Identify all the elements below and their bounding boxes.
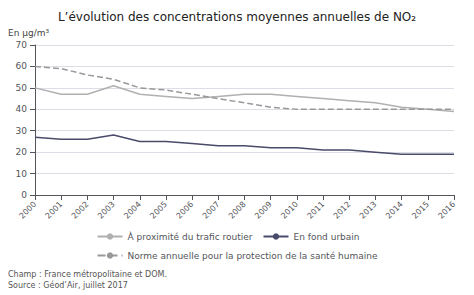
svg-text:En fond urbain: En fond urbain — [293, 232, 359, 242]
svg-text:2000: 2000 — [17, 200, 38, 221]
svg-text:Source : Géod’Air, juillet 201: Source : Géod’Air, juillet 2017 — [8, 280, 128, 290]
svg-text:En µg/m³: En µg/m³ — [8, 28, 49, 38]
svg-text:2012: 2012 — [332, 200, 353, 221]
svg-text:60: 60 — [16, 61, 28, 71]
svg-text:30: 30 — [16, 126, 28, 136]
svg-text:2009: 2009 — [253, 200, 274, 221]
svg-text:2001: 2001 — [44, 200, 65, 221]
svg-text:À proximité du trafic routier: À proximité du trafic routier — [128, 231, 253, 242]
svg-text:2003: 2003 — [96, 200, 117, 221]
svg-text:50: 50 — [16, 83, 28, 93]
svg-text:0: 0 — [21, 190, 27, 200]
svg-text:40: 40 — [16, 104, 28, 114]
svg-text:2008: 2008 — [227, 200, 248, 221]
svg-text:2006: 2006 — [175, 200, 196, 221]
svg-text:2007: 2007 — [201, 200, 222, 221]
svg-text:Norme annuelle pour la protect: Norme annuelle pour la protection de la … — [128, 251, 378, 261]
svg-text:2013: 2013 — [358, 200, 379, 221]
svg-text:2014: 2014 — [384, 200, 405, 221]
svg-text:2011: 2011 — [306, 200, 327, 221]
svg-text:70: 70 — [16, 40, 28, 50]
svg-text:2005: 2005 — [148, 200, 169, 221]
svg-text:2016: 2016 — [436, 200, 457, 221]
svg-text:2004: 2004 — [122, 200, 143, 221]
svg-text:2015: 2015 — [410, 200, 431, 221]
svg-text:2002: 2002 — [70, 200, 91, 221]
svg-text:2010: 2010 — [279, 200, 300, 221]
svg-text:Champ : France métropolitaine: Champ : France métropolitaine et DOM. — [8, 269, 167, 279]
svg-text:20: 20 — [16, 147, 28, 157]
svg-text:10: 10 — [16, 169, 28, 179]
svg-text:L’évolution des concentrations: L’évolution des concentrations moyennes … — [58, 10, 416, 24]
